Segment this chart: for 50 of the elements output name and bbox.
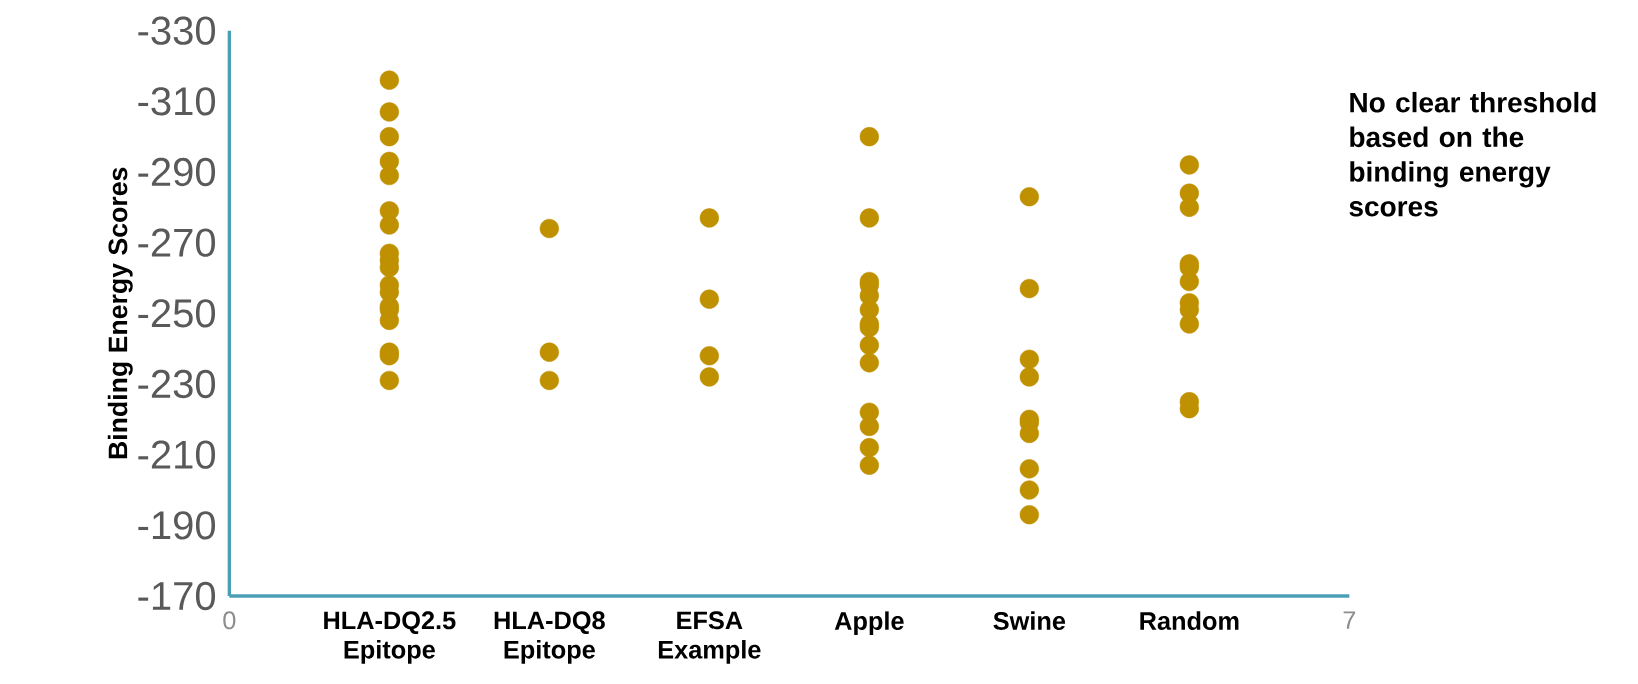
point [379, 165, 399, 186]
y-tick-label: -310 [138, 87, 216, 116]
x-tick-label: 0 [223, 611, 236, 630]
point [1019, 278, 1039, 299]
point [1179, 271, 1199, 292]
y-tick-label: -250 [138, 299, 216, 328]
point [1019, 367, 1039, 387]
x-tick-label: HLA-DQ8 Epitope [494, 611, 605, 664]
point [859, 416, 879, 436]
x-tick-label: HLA-DQ2.5 Epitope [324, 611, 456, 664]
point [859, 455, 879, 475]
x-tick-label: Apple [834, 611, 904, 635]
point [859, 335, 879, 355]
y-tick-label: -330 [138, 16, 216, 45]
point [859, 208, 879, 228]
point [539, 342, 559, 362]
point [539, 218, 559, 239]
point [1019, 505, 1039, 525]
point [1019, 459, 1039, 479]
y-tick-label: -270 [138, 228, 216, 257]
point [1019, 480, 1039, 500]
point [1179, 197, 1199, 217]
point [539, 370, 559, 391]
point [1179, 314, 1199, 334]
x-tick-label: Swine [993, 611, 1066, 630]
y-tick-label: -230 [138, 369, 216, 399]
point [699, 208, 719, 228]
point [699, 346, 719, 366]
x-tick-label: Random [1140, 611, 1239, 630]
point [379, 215, 399, 235]
point [379, 102, 399, 122]
y-tick-label: -210 [138, 440, 216, 469]
x-tick-label: EFSA Example [658, 611, 761, 664]
point [699, 367, 719, 387]
point [859, 353, 879, 373]
point [859, 127, 879, 147]
text: No clear threshold based on the binding energy scores [1349, 91, 1596, 217]
point [1179, 155, 1199, 175]
point [699, 289, 719, 309]
point [1019, 349, 1039, 369]
y-tick-label: -190 [138, 511, 216, 540]
y-axis-title: Binding Energy Scores [107, 167, 133, 459]
point [379, 70, 399, 90]
point [1019, 187, 1039, 207]
point [379, 370, 399, 391]
y-tick-label: -170 [138, 581, 216, 611]
y-tick-label: -290 [138, 157, 216, 187]
point [379, 127, 399, 147]
x-tick-label: 7 [1343, 611, 1356, 629]
point [859, 437, 879, 458]
